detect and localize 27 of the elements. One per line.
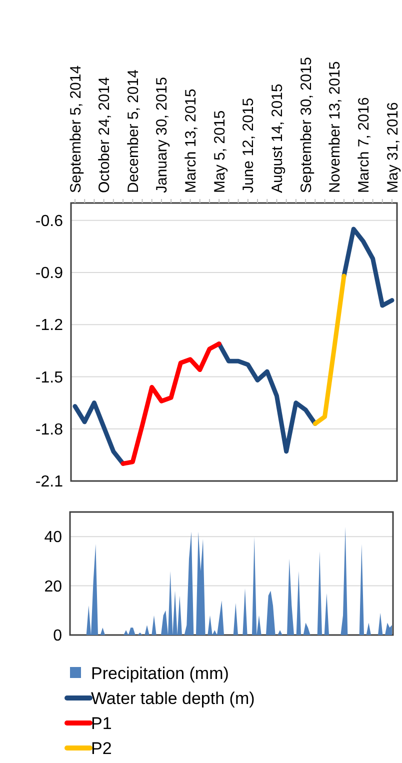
x-tick-label: December 5, 2014: [124, 70, 142, 193]
x-tick-label: March 7, 2016: [355, 97, 372, 193]
legend-label: Water table depth (m): [91, 688, 255, 708]
legend-label: P1: [91, 714, 112, 733]
x-tick-label: June 12, 2015: [240, 98, 258, 193]
legend-label: Precipitation (mm): [91, 664, 229, 683]
x-tick-label: March 13, 2015: [182, 88, 200, 193]
legend-label: P2: [91, 738, 112, 758]
x-tick-label: May 31, 2016: [384, 102, 402, 193]
x-tick-label: May 5, 2015: [211, 110, 228, 193]
y-tick-label: -1.2: [35, 317, 64, 334]
y-tick-label: 40: [44, 529, 62, 546]
y-tick-label: -0.6: [35, 212, 64, 230]
y-tick-label: -1.5: [35, 369, 64, 386]
x-tick-label: August 14, 2015: [268, 84, 286, 193]
x-tick-label: November 13, 2015: [326, 61, 344, 193]
x-tick-label: January 30, 2015: [154, 77, 171, 193]
y-tick-label: 20: [44, 578, 62, 596]
line-series: [312, 274, 346, 426]
x-tick-label: September 5, 2014: [67, 65, 84, 193]
x-tick-label: October 24, 2014: [96, 77, 114, 193]
y-tick-label: 0: [53, 628, 62, 645]
line-series: [120, 341, 222, 466]
y-tick-label: -2.1: [35, 474, 64, 491]
y-tick-label: -0.9: [35, 265, 64, 282]
x-tick-label: September 30, 2015: [298, 57, 315, 193]
y-tick-label: -1.8: [35, 421, 64, 438]
